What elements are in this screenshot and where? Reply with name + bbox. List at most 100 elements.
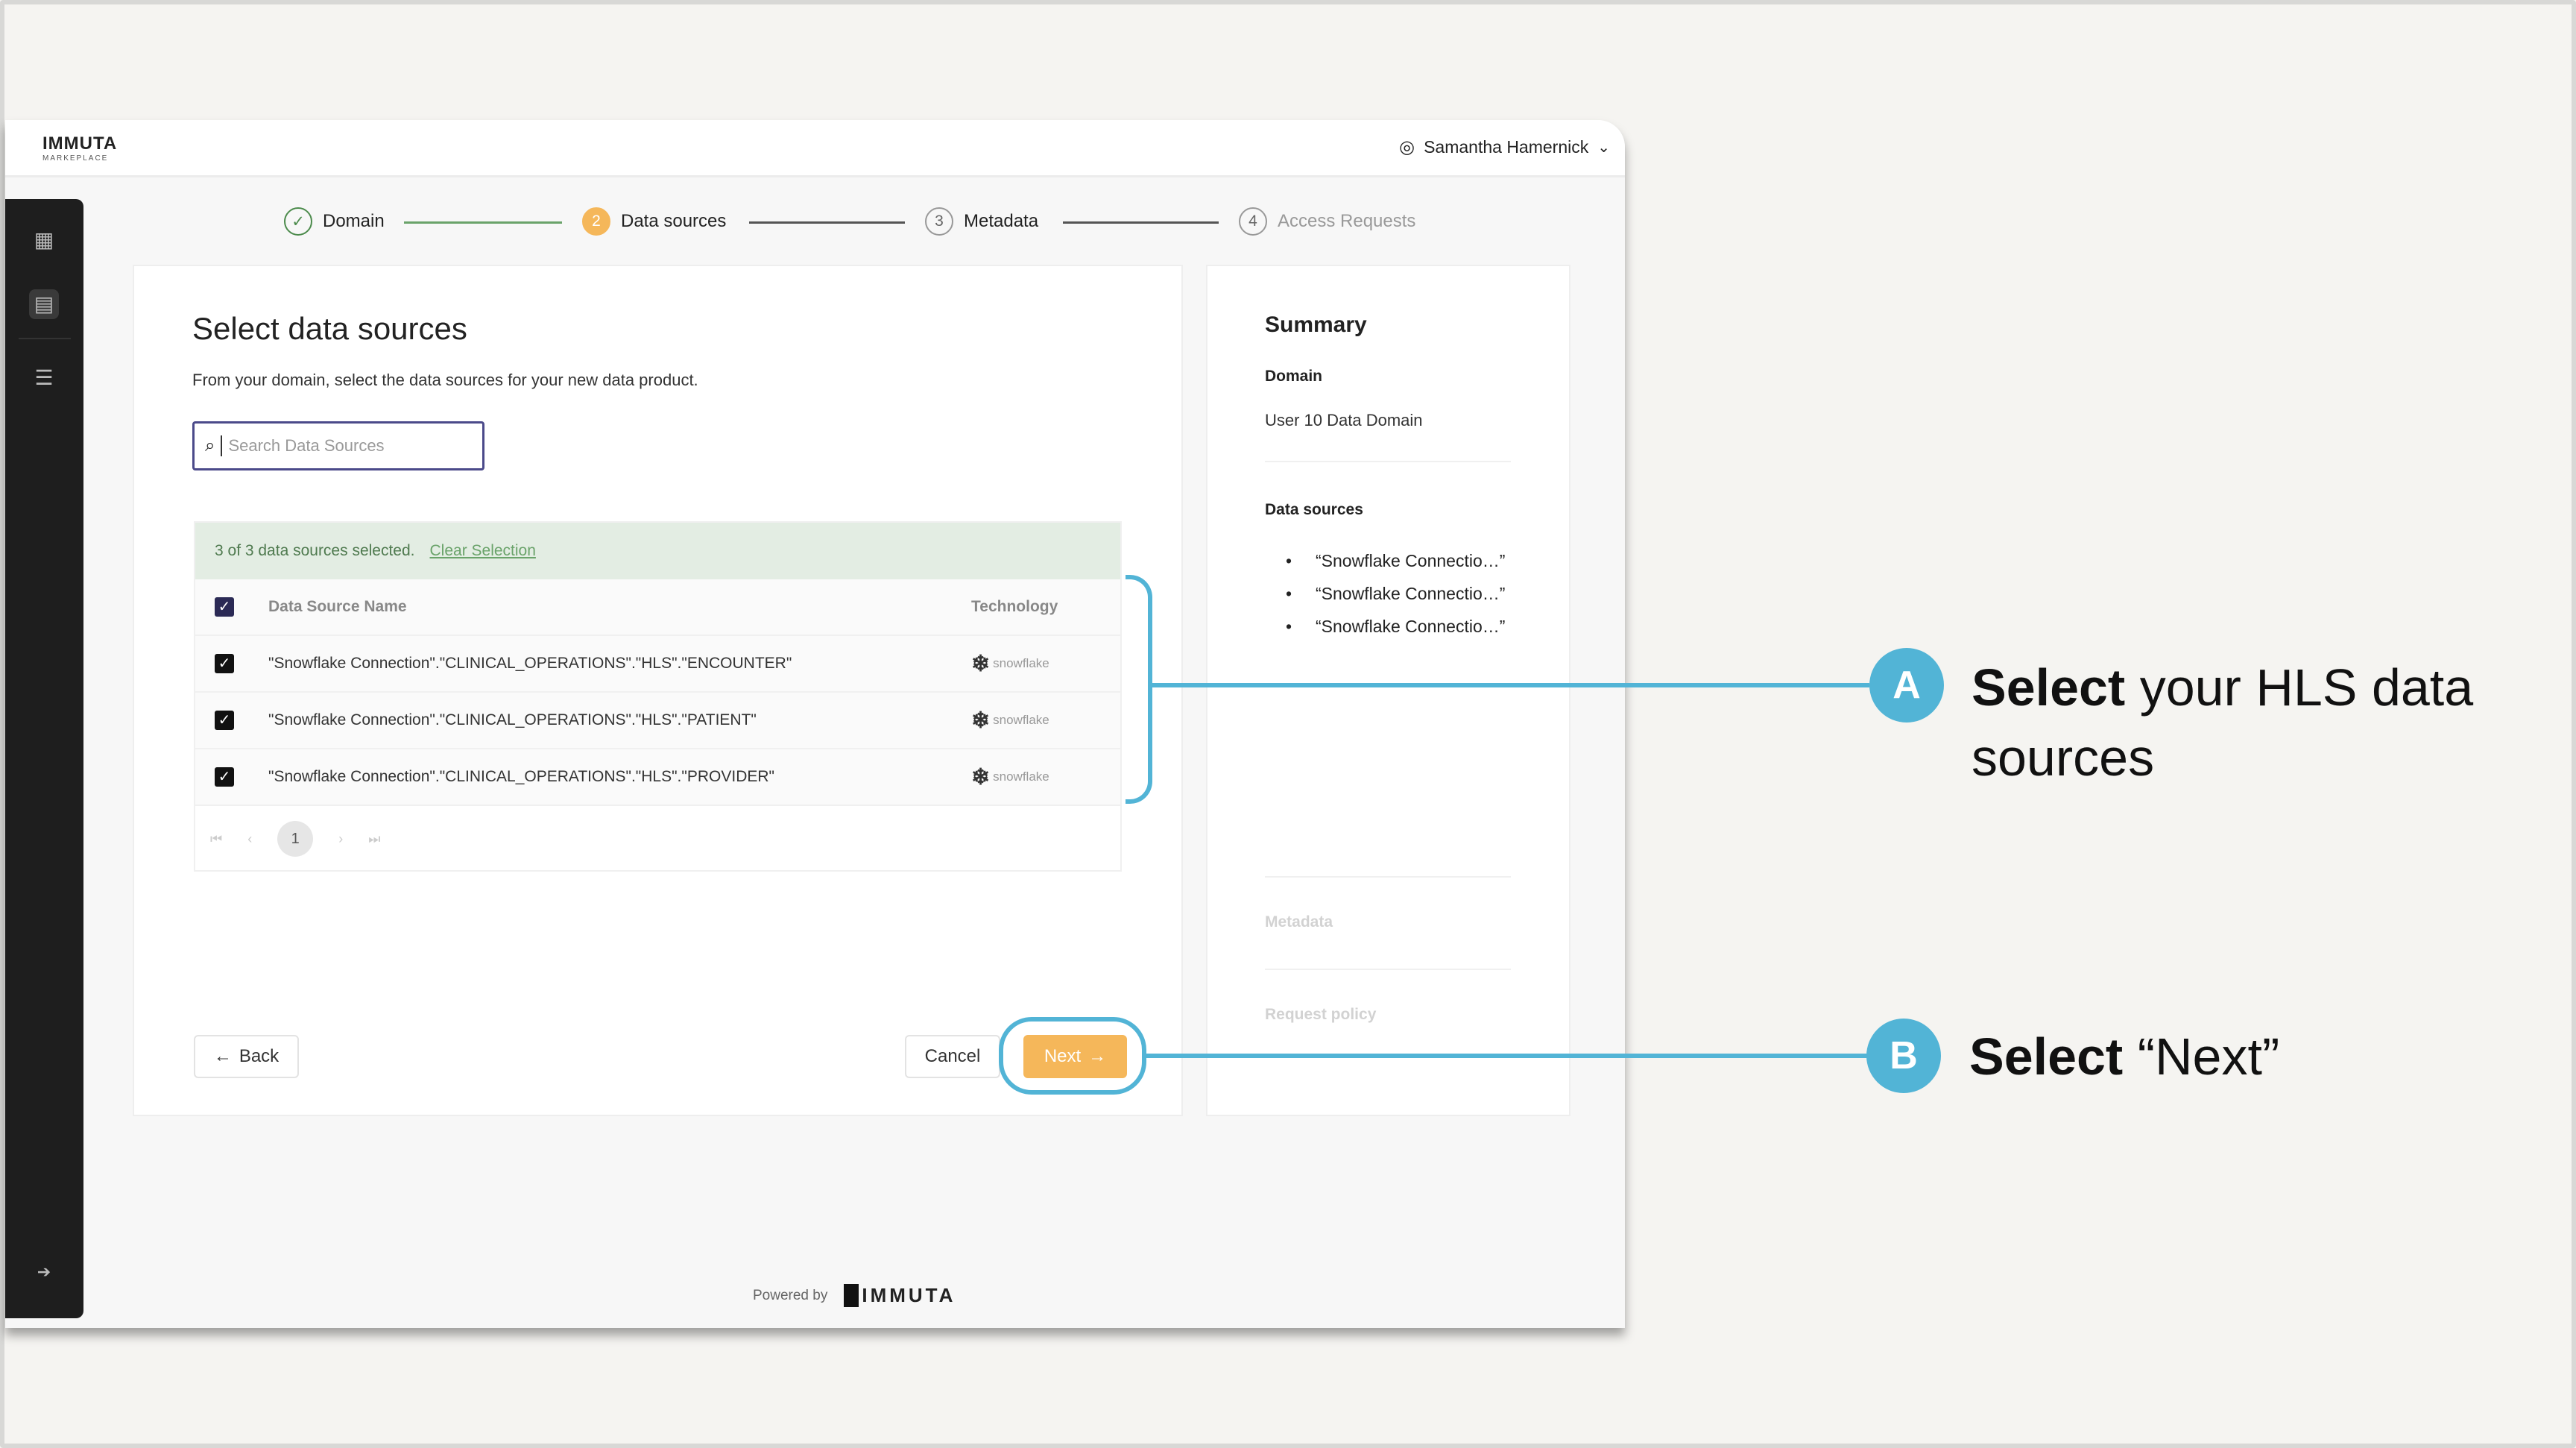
step-label: Metadata [964, 211, 1039, 231]
snowflake-icon: ❄ [971, 708, 991, 733]
chevron-down-icon: ⌄ [1597, 139, 1610, 156]
page-1-button[interactable]: 1 [277, 821, 314, 857]
check-icon: ✓ [284, 207, 312, 236]
step-connector [749, 221, 905, 224]
logo[interactable]: IMMUTA [42, 133, 118, 154]
callout-bold: Select [1969, 1027, 2124, 1086]
back-label: Back [239, 1046, 280, 1066]
divider [1265, 461, 1511, 462]
snowflake-icon: ❄ [971, 651, 991, 676]
list-item: • “Snowflake Connectio…” [1286, 551, 1506, 570]
table-row[interactable]: ✓ "Snowflake Connection"."CLINICAL_OPERA… [195, 749, 1120, 806]
next-label: Next [1044, 1046, 1082, 1066]
prev-page-icon[interactable]: ‹ [247, 831, 253, 846]
divider [1265, 969, 1511, 970]
checklist-icon[interactable]: ☰ [34, 366, 54, 389]
sidebar-divider [19, 338, 71, 339]
cancel-label: Cancel [924, 1046, 981, 1066]
row-checkbox[interactable]: ✓ [215, 767, 234, 787]
step-label: Access Requests [1278, 211, 1416, 231]
page-subtitle: From your domain, select the data source… [192, 371, 698, 389]
snowflake-logo: ❄ snowflake [971, 764, 1120, 790]
next-page-icon[interactable]: › [338, 831, 344, 846]
last-page-icon[interactable]: ⏭ [368, 831, 381, 846]
selection-banner: 3 of 3 data sources selected. Clear Sele… [195, 523, 1120, 579]
pagination: ⏮ ‹ 1 › ⏭ [210, 821, 380, 857]
snowflake-logo: ❄ snowflake [971, 651, 1120, 677]
data-source-name: "Snowflake Connection"."CLINICAL_OPERATI… [268, 655, 792, 672]
data-source-name: "Snowflake Connection"."CLINICAL_OPERATI… [268, 711, 757, 728]
step-number: 2 [582, 207, 610, 236]
expand-arrow-icon[interactable]: ➔ [37, 1262, 51, 1281]
callout-badge-a: A [1869, 648, 1944, 723]
header: IMMUTA MARKEPLACE ◎ Samantha Hamernick ⌄ [5, 120, 1625, 177]
archive-icon[interactable]: ▤ [29, 289, 59, 319]
step-access-requests[interactable]: 4 Access Requests [1239, 207, 1415, 236]
next-highlight-ring [999, 1017, 1146, 1095]
step-metadata[interactable]: 3 Metadata [925, 207, 1038, 236]
footer: Powered by IMMUTA [753, 1284, 956, 1307]
table-header: ✓ Data Source Name Technology [195, 579, 1120, 636]
callout-badge-b: B [1866, 1019, 1941, 1093]
row-checkbox[interactable]: ✓ [215, 654, 234, 673]
summary-sources-label: Data sources [1265, 501, 1363, 518]
technology-label: snowflake [993, 713, 1049, 727]
arrow-left-icon: ← [213, 1046, 232, 1066]
back-button[interactable]: ← Back [194, 1035, 299, 1078]
search-icon: ⌕ [205, 435, 215, 456]
column-header-technology[interactable]: Technology [971, 598, 1058, 615]
clear-selection-link[interactable]: Clear Selection [429, 542, 536, 559]
next-button[interactable]: Next → [1023, 1035, 1127, 1078]
step-label: Data sources [621, 211, 727, 231]
step-connector [404, 221, 562, 224]
cancel-button[interactable]: Cancel [905, 1035, 1000, 1078]
summary-card: Summary Domain User 10 Data Domain Data … [1206, 265, 1570, 1116]
technology-label: snowflake [993, 656, 1049, 670]
step-domain[interactable]: ✓ Domain [284, 207, 385, 236]
step-data-sources[interactable]: 2 Data sources [582, 207, 726, 236]
snowflake-logo: ❄ snowflake [971, 708, 1120, 734]
callout-rest: “Next” [2123, 1027, 2280, 1086]
step-number: 4 [1239, 207, 1267, 236]
selection-count: 3 of 3 data sources selected. [215, 542, 415, 559]
select-all-checkbox[interactable]: ✓ [215, 597, 234, 617]
snowflake-icon: ❄ [971, 764, 991, 790]
logo-subtitle: MARKEPLACE [42, 154, 109, 163]
sidebar: ▦ ▤ ☰ ➔ [5, 199, 83, 1318]
callout-text-b: Select “Next” [1969, 1022, 2279, 1092]
text-cursor [221, 435, 223, 456]
callout-text-a: Select your HLS data sources [1972, 652, 2508, 793]
data-sources-table: 3 of 3 data sources selected. Clear Sele… [194, 521, 1122, 872]
summary-domain-value: User 10 Data Domain [1265, 411, 1423, 429]
table-row[interactable]: ✓ "Snowflake Connection"."CLINICAL_OPERA… [195, 636, 1120, 693]
row-checkbox[interactable]: ✓ [215, 711, 234, 730]
app-window: IMMUTA MARKEPLACE ◎ Samantha Hamernick ⌄… [5, 120, 1625, 1328]
connector-line-a [1152, 683, 1869, 687]
search-input[interactable]: ⌕ Search Data Sources [192, 421, 484, 470]
grid-icon[interactable]: ▦ [34, 228, 54, 251]
source-text: “Snowflake Connectio…” [1316, 584, 1506, 603]
summary-domain-label: Domain [1265, 368, 1323, 385]
step-connector [1063, 221, 1219, 224]
page-title: Select data sources [192, 311, 467, 346]
user-menu[interactable]: ◎ Samantha Hamernick ⌄ [1399, 136, 1610, 158]
source-text: “Snowflake Connectio…” [1316, 551, 1506, 570]
main-card: Select data sources From your domain, se… [133, 265, 1183, 1116]
powered-by-text: Powered by [753, 1287, 828, 1303]
callout-rest: your HLS data sources [1972, 658, 2474, 787]
arrow-right-icon: → [1088, 1046, 1107, 1066]
summary-title: Summary [1265, 312, 1367, 337]
data-source-name: "Snowflake Connection"."CLINICAL_OPERATI… [268, 768, 774, 785]
first-page-icon[interactable]: ⏮ [210, 831, 223, 846]
divider [1265, 876, 1511, 878]
connector-line-b [1146, 1054, 1868, 1058]
step-number: 3 [925, 207, 953, 236]
technology-label: snowflake [993, 769, 1049, 784]
column-header-name[interactable]: Data Source Name [268, 598, 407, 615]
user-name: Samantha Hamernick [1424, 137, 1589, 157]
immuta-logo: IMMUTA [844, 1284, 956, 1307]
summary-metadata-label: Metadata [1265, 913, 1333, 931]
summary-policy-label: Request policy [1265, 1006, 1377, 1023]
table-row[interactable]: ✓ "Snowflake Connection"."CLINICAL_OPERA… [195, 693, 1120, 749]
